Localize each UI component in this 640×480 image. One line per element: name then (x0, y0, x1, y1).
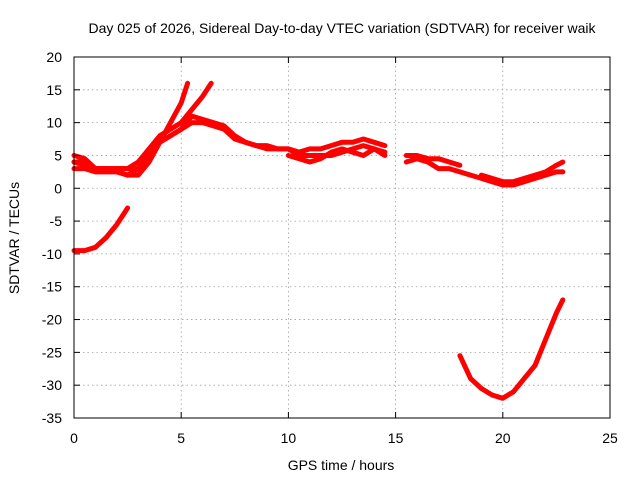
y-tick-label: -20 (42, 312, 62, 328)
series-arc-d (71, 113, 388, 172)
x-axis-label: GPS time / hours (288, 457, 395, 473)
series-arc-f (71, 205, 131, 254)
x-tick-label: 10 (281, 430, 297, 446)
y-tick-label: -30 (42, 377, 62, 393)
y-tick-label: -25 (42, 344, 62, 360)
x-tick-label: 15 (388, 430, 404, 446)
y-tick-label: 20 (46, 49, 62, 65)
y-tick-label: 5 (54, 147, 62, 163)
y-tick-label: 0 (54, 180, 62, 196)
series-arc-g (403, 156, 566, 188)
series-arc-e (285, 146, 388, 165)
x-tick-label: 20 (495, 430, 511, 446)
y-tick-label: -15 (42, 279, 62, 295)
y-tick-label: 10 (46, 115, 62, 131)
series-arc-h (403, 153, 463, 168)
chart-title: Day 025 of 2026, Sidereal Day-to-day VTE… (88, 20, 596, 36)
y-tick-label: -5 (50, 213, 63, 229)
y-tick-label: -10 (42, 246, 62, 262)
series-layer (71, 80, 566, 401)
x-tick-label: 0 (70, 430, 78, 446)
x-tick-label: 25 (602, 430, 618, 446)
series-arc-j (457, 297, 566, 401)
series-arc-i (478, 159, 566, 185)
y-tick-label: 15 (46, 82, 62, 98)
plot-frame (73, 56, 611, 419)
x-tick-label: 5 (177, 430, 185, 446)
y-axis-label: SDTVAR / TECUs (6, 182, 22, 294)
y-tick-label: -35 (42, 410, 62, 426)
tick-layer: 0 5 10 15 20 25 20 15 10 5 0 -5 -10 -15 -20 -25 -30 -35 (42, 49, 618, 446)
